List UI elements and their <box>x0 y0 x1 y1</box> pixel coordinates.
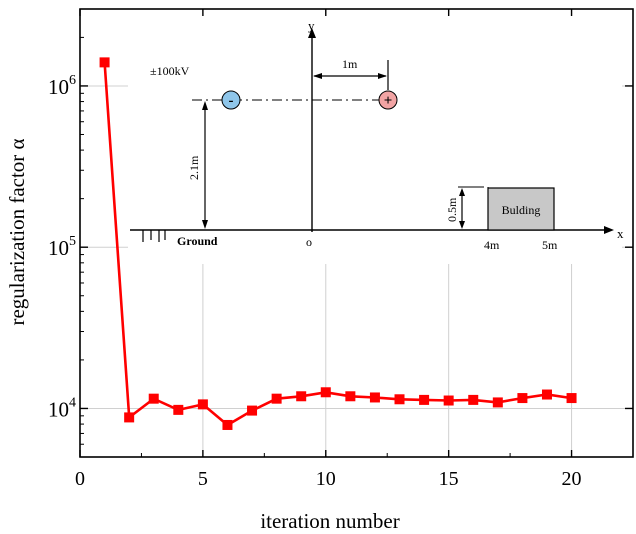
y-axis: 104 105 106 <box>48 36 633 445</box>
data-point <box>148 393 159 404</box>
positive-conductor-sign: + <box>384 93 393 109</box>
inset-voltage-label: ±100kV <box>150 64 190 78</box>
y-tick-label: 105 <box>48 234 76 260</box>
data-point <box>517 393 528 404</box>
y-axis-label: regularization factor α <box>5 138 29 325</box>
data-point <box>541 389 552 400</box>
x-axis-label: iteration number <box>260 509 399 533</box>
x-axis: 0 5 10 15 20 <box>75 9 582 490</box>
plot-frame <box>79 8 634 458</box>
x-tick-label: 20 <box>562 468 582 490</box>
y-tick-exponent: 5 <box>69 234 76 249</box>
series <box>99 57 577 430</box>
inset-y-label: y <box>308 18 315 33</box>
inset-height-arrow-down-icon <box>202 220 208 229</box>
inset-diagram: y x o Ground ±100kV 2.1m 1m - <box>128 14 624 264</box>
inset-origin-label: o <box>306 235 312 249</box>
x-tick-label: 5 <box>198 468 208 490</box>
inset-height-arrow-up-icon <box>202 101 208 110</box>
data-point <box>271 393 282 404</box>
data-point <box>443 395 454 406</box>
data-point <box>419 394 430 405</box>
inset-building-height-label: 0.5m <box>445 197 459 222</box>
inset-4m-label: 4m <box>484 238 500 252</box>
data-point <box>394 394 405 405</box>
y-tick-label: 104 <box>48 395 76 421</box>
inset-spacing-arrow-left-icon <box>313 73 322 79</box>
inset-building-label: Bulding <box>502 203 541 217</box>
inset-ground-label: Ground <box>177 234 218 248</box>
x-tick-label: 15 <box>439 468 459 490</box>
y-tick-label: 106 <box>48 73 76 99</box>
inset-5m-label: 5m <box>542 238 558 252</box>
y-tick-exponent: 4 <box>69 395 76 410</box>
data-point <box>345 391 356 402</box>
data-point <box>99 57 110 68</box>
data-point <box>124 412 135 423</box>
data-point <box>468 394 479 405</box>
inset-building-height-arrow-up-icon <box>459 188 465 196</box>
data-point <box>197 399 208 410</box>
data-point <box>320 387 331 398</box>
data-point <box>222 419 233 430</box>
inset-y-arrow-icon <box>308 28 316 38</box>
ground-symbol-icon <box>142 230 166 242</box>
data-point <box>492 397 503 408</box>
x-tick-label: 10 <box>316 468 336 490</box>
negative-conductor-sign: - <box>229 93 234 109</box>
inset-x-arrow-icon <box>604 226 614 234</box>
data-point <box>296 391 307 402</box>
inset-building-height-arrow-down-icon <box>459 221 465 229</box>
inset-spacing-label: 1m <box>342 57 358 71</box>
inset-height-label: 2.1m <box>187 155 201 180</box>
data-point <box>566 393 577 404</box>
positive-conductor-icon <box>378 90 398 110</box>
inset-x-label: x <box>617 226 624 241</box>
inset-spacing-arrow-right-icon <box>378 73 387 79</box>
y-tick-exponent: 6 <box>69 73 76 88</box>
x-tick-label: 0 <box>75 468 85 490</box>
data-point <box>369 392 380 403</box>
data-point <box>247 405 258 416</box>
data-point <box>173 404 184 415</box>
negative-conductor-icon <box>221 90 241 110</box>
